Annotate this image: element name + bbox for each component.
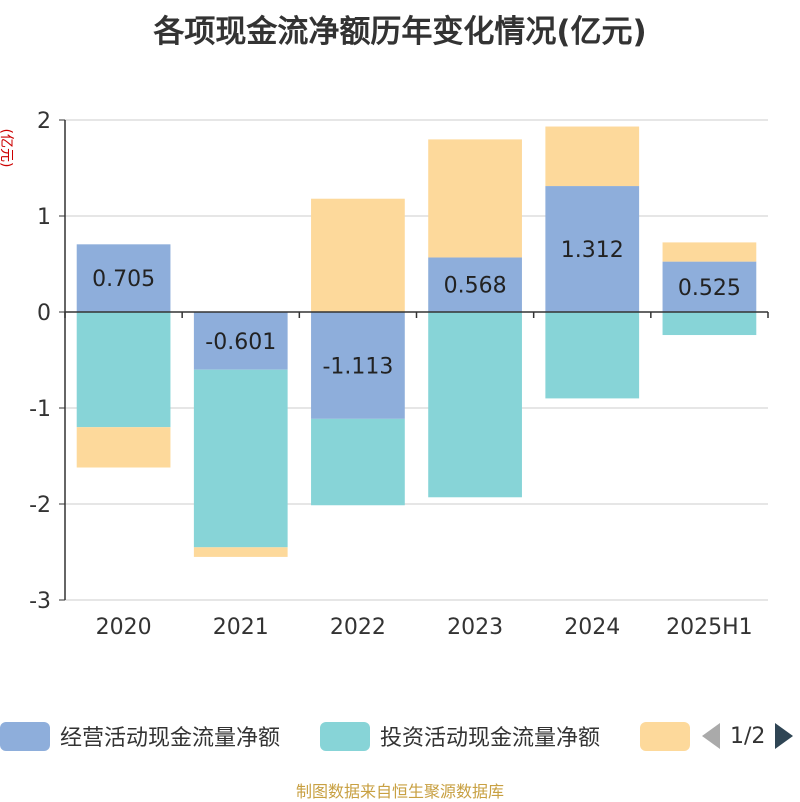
source-note: 制图数据来自恒生聚源数据库 [295,782,504,801]
bar-segment-2024-s0 [545,186,640,312]
legend-swatch-third [640,721,690,751]
data-label-2021: -0.601 [205,330,276,355]
data-label-2024: 1.312 [561,238,624,263]
chart-title: 各项现金流净额历年变化情况(亿元) [153,14,647,50]
bar-segment-2022-s0 [311,312,405,419]
bar-segment-2022-s1 [311,418,405,506]
legend-page-indicator: 1/2 [730,723,766,749]
bar-segment-2025H1-s0 [662,261,757,312]
legend-item-operating[interactable]: 经营活动现金流量净额 [0,718,280,754]
bar-segment-2021-s0 [193,312,288,370]
y-tick-label: 2 [37,109,51,134]
bar-segment-2023-s2 [428,139,522,258]
bar-chart: 2 1 0 -1 -2 -3 2020 2021 2022 2023 2024 2025H1 0.70… [0,109,769,640]
chevron-right-icon[interactable] [773,721,795,751]
y-tick-label: 1 [37,205,51,230]
legend-item-investing[interactable]: 投资活动现金流量净额 [320,718,600,754]
bar-segment-2023-s1 [428,312,522,498]
bar-segment-2025H1-s2 [662,242,757,262]
bar-segment-2025H1-s1 [662,312,757,336]
bar-layer [76,126,757,557]
bar-segment-2024-s1 [545,312,640,399]
y-tick-label: -2 [29,493,51,518]
bar-segment-2020-s0 [76,244,171,312]
chevron-left-icon[interactable] [700,721,722,751]
x-tick-label-2023: 2023 [447,615,503,640]
bar-segment-2021-s1 [193,369,288,548]
legend: 经营活动现金流量净额 投资活动现金流量净额 1/2 [0,714,800,758]
bar-segment-2020-s2 [76,427,171,468]
x-tick-label-2020: 2020 [96,615,152,640]
x-tick-label-2024: 2024 [564,615,620,640]
data-label-2022: -1.113 [322,354,393,379]
y-tick-label: 0 [37,301,51,326]
data-label-layer: 0.705 -0.601 -1.113 0.568 1.312 0.525 [92,238,741,379]
data-label-2020: 0.705 [92,267,155,292]
legend-swatch-investing [320,721,370,751]
legend-label-investing: 投资活动现金流量净额 [380,726,601,751]
data-label-2025H1: 0.525 [678,276,741,301]
y-axis-label: (亿元) [0,129,14,168]
axis-layer: 2 1 0 -1 -2 -3 2020 2021 2022 2023 2024 2025H1 [29,109,769,640]
x-tick-label-2025H1: 2025H1 [666,615,753,640]
bar-segment-2022-s2 [311,198,405,312]
bar-segment-2020-s1 [76,312,171,428]
y-tick-label: -1 [29,397,51,422]
legend-item-third[interactable] [640,718,690,754]
legend-label-operating: 经营活动现金流量净额 [60,726,281,751]
bar-segment-2024-s2 [545,126,640,187]
grid-layer [65,119,768,601]
legend-swatch-operating [0,721,50,751]
data-label-2023: 0.568 [444,274,507,299]
legend-pager: 1/2 [700,718,800,754]
bar-segment-2023-s0 [428,257,522,312]
x-tick-label-2021: 2021 [213,615,269,640]
y-tick-label: -3 [29,589,51,614]
bar-segment-2021-s2 [193,547,288,557]
x-tick-label-2022: 2022 [330,615,386,640]
